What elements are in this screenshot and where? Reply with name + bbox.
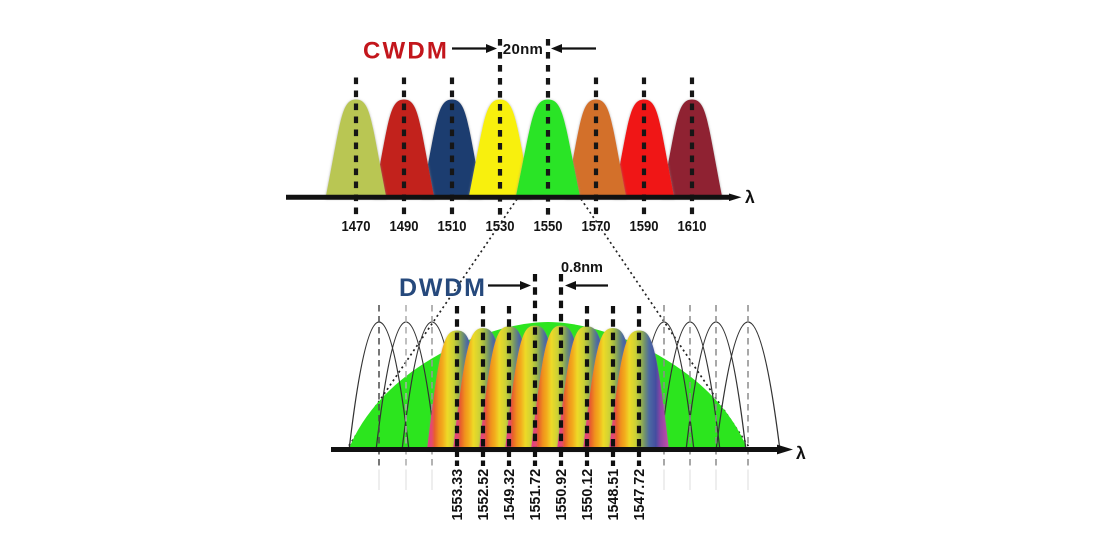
svg-text:1510: 1510 (438, 218, 467, 235)
svg-text:1550.12: 1550.12 (580, 469, 596, 521)
svg-text:DWDM: DWDM (399, 274, 487, 302)
svg-text:0.8nm: 0.8nm (561, 260, 603, 276)
svg-text:1548.51: 1548.51 (606, 469, 622, 521)
svg-text:1550: 1550 (534, 218, 563, 235)
svg-text:1570: 1570 (582, 218, 611, 235)
svg-text:1490: 1490 (390, 218, 419, 235)
svg-text:λ: λ (745, 187, 755, 207)
svg-text:20nm: 20nm (503, 41, 543, 58)
svg-text:1470: 1470 (342, 218, 371, 235)
svg-text:1550.92: 1550.92 (554, 469, 570, 521)
svg-text:CWDM: CWDM (363, 38, 449, 65)
svg-text:1552.52: 1552.52 (476, 469, 492, 521)
svg-text:1549.32: 1549.32 (502, 469, 518, 521)
svg-text:1610: 1610 (678, 218, 707, 235)
svg-text:1530: 1530 (486, 218, 515, 235)
svg-text:λ: λ (796, 443, 806, 463)
svg-text:1551.72: 1551.72 (528, 469, 544, 521)
svg-text:1553.33: 1553.33 (450, 469, 466, 521)
svg-text:1547.72: 1547.72 (632, 469, 648, 521)
svg-text:1590: 1590 (630, 218, 659, 235)
